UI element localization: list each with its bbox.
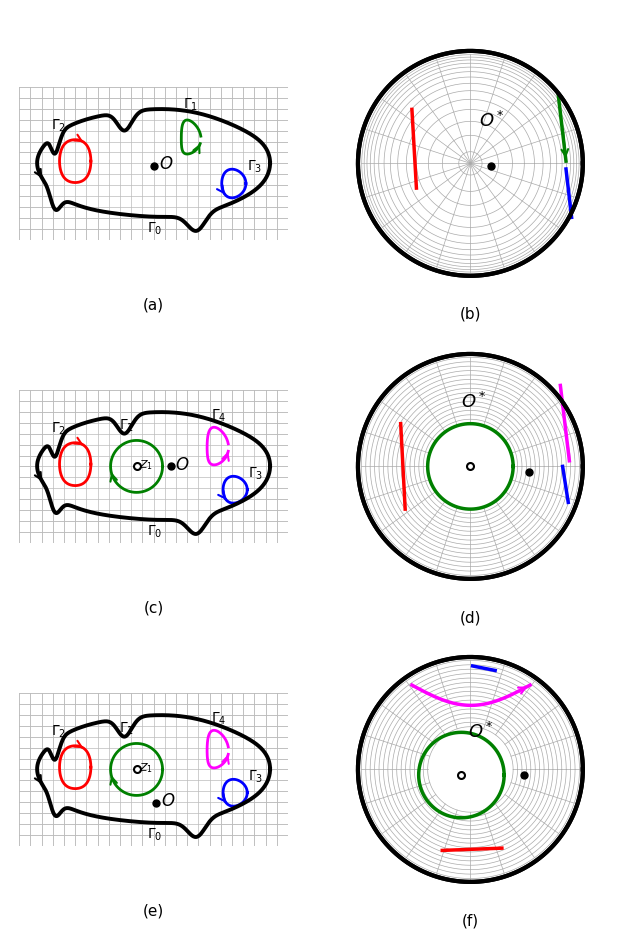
Text: $\mathit{\Gamma}_1$: $\mathit{\Gamma}_1$: [118, 418, 134, 434]
Text: $\mathit{O}^*$: $\mathit{O}^*$: [479, 111, 505, 132]
Text: $\mathit{\Gamma}_4$: $\mathit{\Gamma}_4$: [211, 710, 227, 726]
Text: (c): (c): [143, 600, 164, 616]
Text: $\mathit{O}$: $\mathit{O}$: [159, 154, 173, 172]
Text: $\mathit{\Gamma}_3$: $\mathit{\Gamma}_3$: [248, 466, 263, 482]
Text: $\mathit{\Gamma}_1$: $\mathit{\Gamma}_1$: [183, 97, 198, 113]
Text: $\mathit{\Gamma}_0$: $\mathit{\Gamma}_0$: [147, 524, 163, 540]
Text: (e): (e): [143, 903, 164, 919]
Polygon shape: [37, 715, 270, 837]
Text: (b): (b): [460, 307, 481, 322]
Text: $\mathit{\Gamma}_1$: $\mathit{\Gamma}_1$: [118, 721, 134, 737]
Text: (a): (a): [143, 297, 164, 313]
Polygon shape: [37, 109, 270, 231]
Text: $\mathit{\Gamma}_3$: $\mathit{\Gamma}_3$: [247, 158, 262, 175]
Text: $\mathit{\Gamma}_0$: $\mathit{\Gamma}_0$: [147, 827, 163, 843]
Text: $\mathit{\Gamma}_3$: $\mathit{\Gamma}_3$: [248, 769, 263, 785]
Polygon shape: [37, 412, 270, 534]
Text: $\mathit{\Gamma}_2$: $\mathit{\Gamma}_2$: [51, 724, 67, 741]
Text: (f): (f): [462, 913, 479, 928]
Text: $\mathit{O}$: $\mathit{O}$: [161, 793, 175, 811]
Text: $\mathit{O}^*$: $\mathit{O}^*$: [461, 392, 487, 412]
Text: $\mathit{\Gamma}_2$: $\mathit{\Gamma}_2$: [51, 420, 67, 438]
Text: $\mathit{O}^*$: $\mathit{O}^*$: [468, 722, 494, 742]
Text: $\mathit{\Gamma}_4$: $\mathit{\Gamma}_4$: [211, 407, 227, 423]
Text: $\mathit{\Gamma}_0$: $\mathit{\Gamma}_0$: [147, 221, 163, 237]
Text: $\mathit{\Gamma}_2$: $\mathit{\Gamma}_2$: [51, 117, 67, 134]
Text: $\mathit{O}$: $\mathit{O}$: [175, 456, 189, 474]
Text: $\mathit{Z}_1$: $\mathit{Z}_1$: [140, 761, 154, 776]
Text: $\mathit{Z}_1$: $\mathit{Z}_1$: [140, 458, 154, 473]
Text: (d): (d): [460, 610, 481, 625]
